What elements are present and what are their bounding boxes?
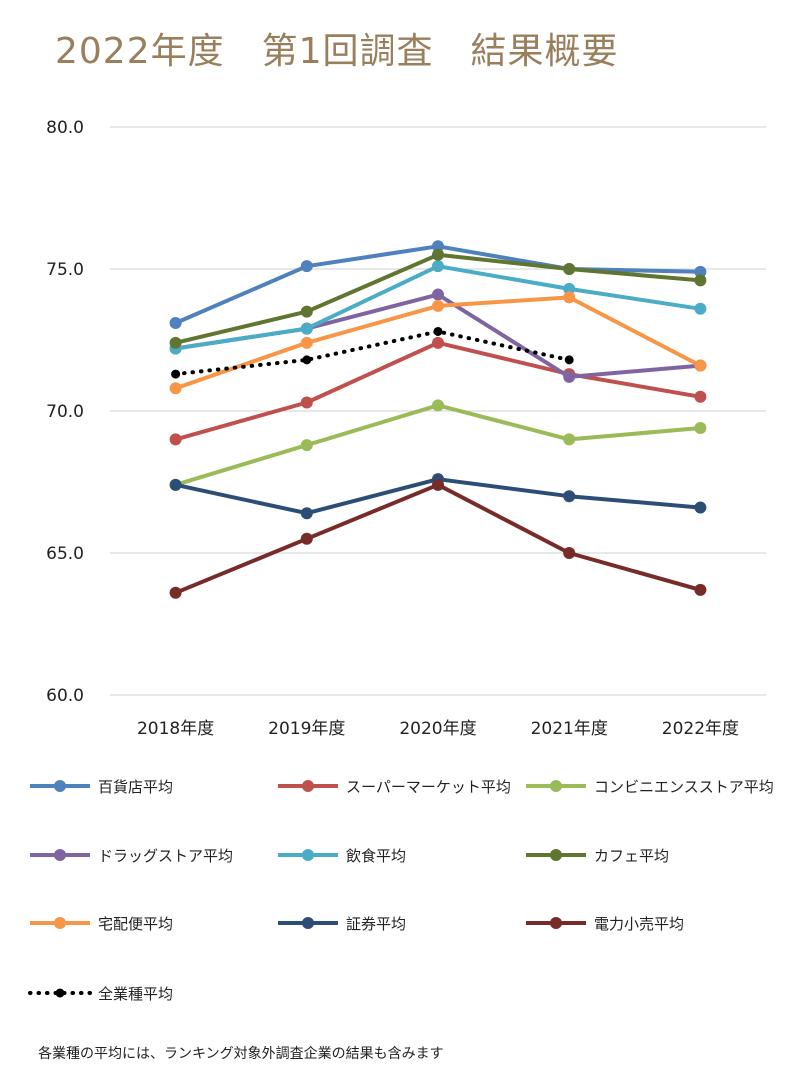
data-point [432,248,444,261]
data-point [432,399,444,412]
legend-label: 証券平均 [346,915,406,933]
x-tick-label: 2018年度 [137,719,214,739]
data-point [432,336,444,349]
legend-label: 全業種平均 [98,985,173,1003]
data-point [694,265,707,278]
legend-item: 百貨店平均 [30,778,173,796]
legend-marker [550,780,562,792]
data-point [169,586,182,599]
legend-item: スーパーマーケット平均 [278,778,511,796]
data-point [432,478,444,491]
series-7 [169,291,707,395]
legend-marker [302,917,314,929]
chart-title: 2022年度 第1回調査 結果概要 [55,31,619,72]
x-tick-label: 2019年度 [268,719,345,739]
legend-marker [550,917,562,929]
data-point [432,288,444,301]
data-point [563,263,576,275]
data-point [300,396,313,409]
footnote: 各業種の平均には、ランキング対象外調査企業の結果も含みます [38,1046,444,1062]
legend-marker [55,988,65,998]
legend-item: 電力小売平均 [526,915,684,933]
x-axis-ticks: 2018年度 2019年度 2020年度 2021年度 2022年度 [137,719,739,739]
y-tick-label: 70.0 [46,402,84,422]
data-point [564,355,574,365]
legend-marker [54,849,66,861]
data-point [302,355,312,365]
data-point [432,260,444,273]
data-point [169,478,182,491]
data-point [433,326,443,336]
series-9 [169,478,707,599]
data-point [432,299,444,312]
legend-item: コンビニエンスストア平均 [526,778,774,796]
legend-marker [550,849,562,861]
data-point [300,336,313,349]
legend-marker [54,780,66,792]
data-point [300,439,313,452]
gridlines [110,126,766,696]
data-point [694,274,707,287]
y-axis-ticks: 80.0 75.0 70.0 65.0 60.0 [46,118,84,706]
legend-item: 証券平均 [278,915,406,933]
legend-item: ドラッグストア平均 [30,847,233,865]
data-point [694,583,707,596]
legend-item: 宅配便平均 [30,915,173,933]
data-point [563,490,576,503]
data-point [694,501,707,514]
legend-label: 飲食平均 [346,847,406,865]
legend-label: 宅配便平均 [98,915,173,933]
legend-item: 飲食平均 [278,847,406,865]
data-point [169,433,182,446]
legend-item: カフェ平均 [526,847,669,865]
series-2 [169,336,707,446]
data-point [694,422,707,435]
data-point [432,240,444,253]
data-point [300,260,313,273]
series-6 [169,248,707,349]
legend-label: コンビニエンスストア平均 [594,778,774,796]
legend-label: 百貨店平均 [98,778,173,796]
data-point [694,359,707,372]
legend-marker [302,849,314,861]
data-point [300,532,313,545]
x-tick-label: 2022年度 [662,719,739,739]
data-point [169,316,182,329]
x-tick-label: 2020年度 [399,719,476,739]
legend-marker [54,917,66,929]
y-tick-label: 75.0 [46,260,84,280]
data-point [563,282,576,295]
legend-label: カフェ平均 [594,847,669,865]
data-point [300,322,313,335]
data-point [563,433,576,446]
data-point [169,336,182,349]
legend-marker [302,780,314,792]
y-tick-label: 60.0 [46,686,84,706]
data-point [169,382,182,395]
legend-label: スーパーマーケット平均 [346,778,511,796]
data-point [694,302,707,315]
series-line [173,329,572,377]
data-point [563,370,576,383]
data-point [300,507,313,520]
series-10 [171,326,574,379]
legend-label: ドラッグストア平均 [98,847,233,865]
legend-item: 全業種平均 [28,985,173,1003]
data-point [563,291,576,304]
data-point [694,390,707,403]
series-lines [169,240,707,599]
x-tick-label: 2021年度 [531,719,608,739]
series-line [175,340,701,442]
data-point [563,547,576,559]
data-point [300,305,313,318]
y-tick-label: 65.0 [46,544,84,564]
y-tick-label: 80.0 [46,118,84,138]
legend-label: 電力小売平均 [594,915,684,933]
data-point [171,369,181,379]
